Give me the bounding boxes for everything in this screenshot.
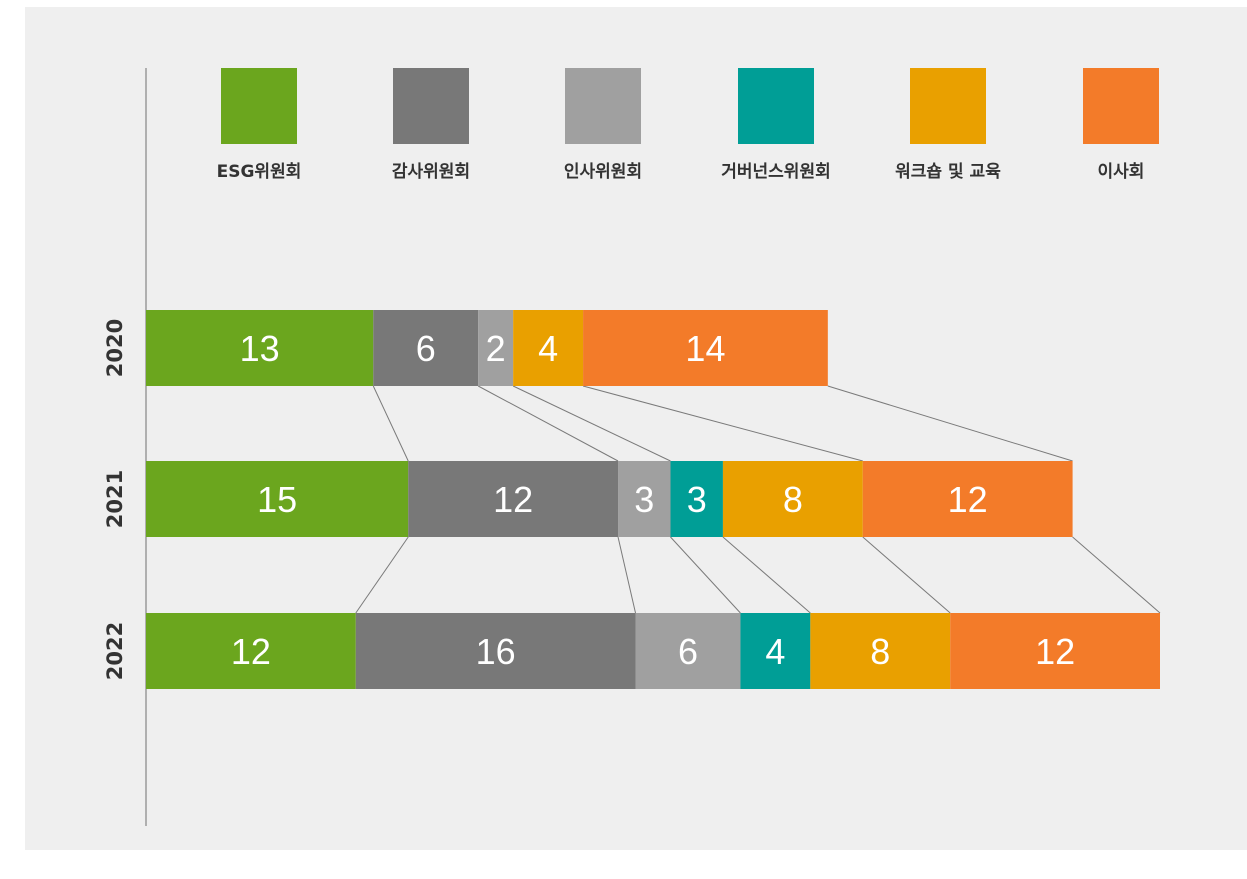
value-label: 8 — [870, 631, 890, 672]
value-label: 12 — [493, 479, 533, 520]
value-label: 15 — [257, 479, 297, 520]
legend-label: 인사위원회 — [564, 162, 642, 182]
bar-segment — [146, 310, 374, 386]
year-label: 2021 — [103, 470, 127, 528]
bar-segment — [862, 461, 1073, 537]
value-label: 3 — [687, 479, 707, 520]
legend-label: 감사위원회 — [392, 162, 470, 182]
legend-swatch — [565, 68, 641, 144]
year-labels: 2020 2021 2022 — [103, 319, 127, 680]
bar-segment — [670, 461, 723, 537]
connector-line — [1072, 536, 1161, 614]
connector-line — [512, 385, 671, 462]
bar-segment — [740, 613, 811, 689]
bar-segment — [146, 613, 356, 689]
value-label: 14 — [685, 328, 725, 369]
bar-segment — [373, 310, 479, 386]
bar-segment — [478, 310, 514, 386]
connector-line — [372, 385, 409, 462]
value-label: 6 — [678, 631, 698, 672]
value-label: 2 — [486, 328, 506, 369]
legend-label: 워크숍 및 교육 — [895, 162, 1001, 182]
year-label: 2022 — [103, 622, 127, 680]
bar-segment — [583, 310, 828, 386]
value-label: 3 — [634, 479, 654, 520]
legend-swatch — [910, 68, 986, 144]
value-label: 6 — [416, 328, 436, 369]
connector-line — [722, 536, 811, 614]
connector-line — [862, 536, 951, 614]
year-label: 2020 — [103, 319, 127, 377]
value-label: 12 — [231, 631, 271, 672]
connector-line — [582, 385, 863, 462]
connector-line — [477, 385, 619, 462]
connector-line — [670, 536, 741, 614]
value-label: 4 — [538, 328, 558, 369]
bar-segment — [618, 461, 671, 537]
bar-segment — [355, 613, 636, 689]
value-label: 12 — [1035, 631, 1075, 672]
bar-segment — [513, 310, 584, 386]
connector-line — [827, 385, 1073, 462]
value-label: 16 — [476, 631, 516, 672]
connector-line — [617, 536, 637, 614]
legend-swatch — [221, 68, 297, 144]
bar-segment — [722, 461, 863, 537]
bar-segment — [146, 461, 409, 537]
value-label: 13 — [240, 328, 280, 369]
bar-segment — [635, 613, 741, 689]
bar-segment — [408, 461, 619, 537]
legend-label: 거버넌스위원회 — [721, 162, 830, 182]
chart-panel — [25, 7, 1247, 850]
legend-label: ESG위원회 — [217, 162, 302, 182]
legend-swatch — [393, 68, 469, 144]
bar-segment — [810, 613, 951, 689]
value-label: 4 — [765, 631, 785, 672]
bar-segment — [950, 613, 1160, 689]
legend-swatch — [1083, 68, 1159, 144]
value-label: 8 — [783, 479, 803, 520]
connector-lines — [355, 385, 1161, 614]
legend: ESG위원회 감사위원회 인사위원회 거버넌스위원회 워크숍 및 교육 이사회 — [217, 68, 1159, 182]
value-label: 12 — [948, 479, 988, 520]
legend-swatch — [738, 68, 814, 144]
connector-line — [355, 536, 409, 614]
legend-label: 이사회 — [1098, 162, 1145, 182]
